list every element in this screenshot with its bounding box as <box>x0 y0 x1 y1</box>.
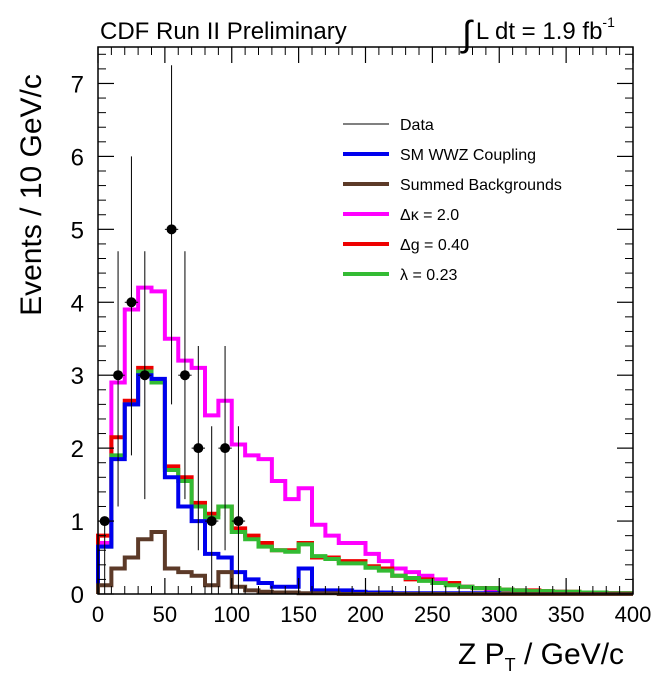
legend-entry: Δg = 0.40 <box>343 237 469 254</box>
data-point <box>205 426 219 594</box>
x-tick-label: 200 <box>347 602 384 627</box>
x-axis-title-subscript: T <box>504 655 516 675</box>
axes-layer: 0 50 100 150 200 250 300 350 400 0 1 2 3 4 5 6 7 <box>71 46 652 627</box>
y-tick-label: 2 <box>71 436 84 463</box>
data-points-layer <box>98 65 246 594</box>
legend-entry: Δκ = 2.0 <box>343 207 459 224</box>
legend-label: Δκ = 2.0 <box>400 207 459 224</box>
y-tick-label: 5 <box>71 217 84 244</box>
x-axis-title: Z PT / GeV/c <box>458 638 624 676</box>
luminosity-label: ∫ L dt = 1.9 fb-1 <box>462 14 615 52</box>
data-point <box>111 251 125 507</box>
data-point-marker <box>126 297 137 308</box>
x-tick-label: 250 <box>414 602 451 627</box>
data-point-marker <box>233 516 244 527</box>
legend-label: λ = 0.23 <box>400 267 457 284</box>
data-point <box>138 251 152 500</box>
x-tick-label: 50 <box>153 602 177 627</box>
legend-label: Summed Backgrounds <box>400 177 562 194</box>
histogram-series-2 <box>96 369 633 596</box>
data-point-marker <box>206 516 217 527</box>
data-point <box>178 251 192 500</box>
experiment-label: CDF Run II Preliminary <box>100 18 347 45</box>
data-point-marker <box>220 443 231 454</box>
luminosity-text: L dt = 1.9 fb <box>475 18 603 45</box>
data-point-marker <box>139 370 150 381</box>
data-point <box>191 346 205 551</box>
y-tick-label: 4 <box>71 290 84 317</box>
x-tick-label: 100 <box>213 602 250 627</box>
x-tick-label: 0 <box>92 602 104 627</box>
legend-entry: Data <box>343 117 434 134</box>
y-tick-label: 7 <box>71 71 84 98</box>
histogram-series-layer <box>96 285 633 596</box>
data-point <box>164 65 179 405</box>
y-tick-label: 3 <box>71 363 84 390</box>
integral-symbol: ∫ <box>462 13 472 54</box>
data-point <box>124 156 139 456</box>
data-point <box>231 426 246 594</box>
x-tick-label: 350 <box>548 602 585 627</box>
x-axis-title-tail: / GeV/c <box>515 638 625 671</box>
legend-label: SM WWZ Coupling <box>400 147 536 164</box>
legend-label: Δg = 0.40 <box>400 237 469 254</box>
x-tick-label: 400 <box>615 602 652 627</box>
x-axis-title-main: Z P <box>458 638 505 671</box>
legend-entry: λ = 0.23 <box>343 267 457 284</box>
plot-frame <box>97 46 634 595</box>
y-axis-title: Events / 10 GeV/c <box>15 74 48 316</box>
data-point-marker <box>193 443 204 454</box>
x-tick-label: 300 <box>481 602 518 627</box>
histogram-series-0 <box>96 285 633 596</box>
data-point <box>98 516 112 594</box>
y-tick-label: 6 <box>71 144 84 171</box>
y-tick-label: 1 <box>71 509 84 536</box>
legend-entry: Summed Backgrounds <box>343 177 562 194</box>
legend: Data SM WWZ Coupling Summed Backgrounds Δκ … <box>343 117 562 284</box>
data-point-marker <box>179 370 190 381</box>
legend-entry: SM WWZ Coupling <box>343 147 536 164</box>
luminosity-exponent: -1 <box>602 14 615 30</box>
data-point-marker <box>113 370 124 381</box>
legend-label: Data <box>400 117 434 134</box>
x-tick-label: 150 <box>280 602 317 627</box>
data-point <box>218 346 232 551</box>
data-point-marker <box>166 224 177 235</box>
y-tick-label: 0 <box>71 582 84 609</box>
